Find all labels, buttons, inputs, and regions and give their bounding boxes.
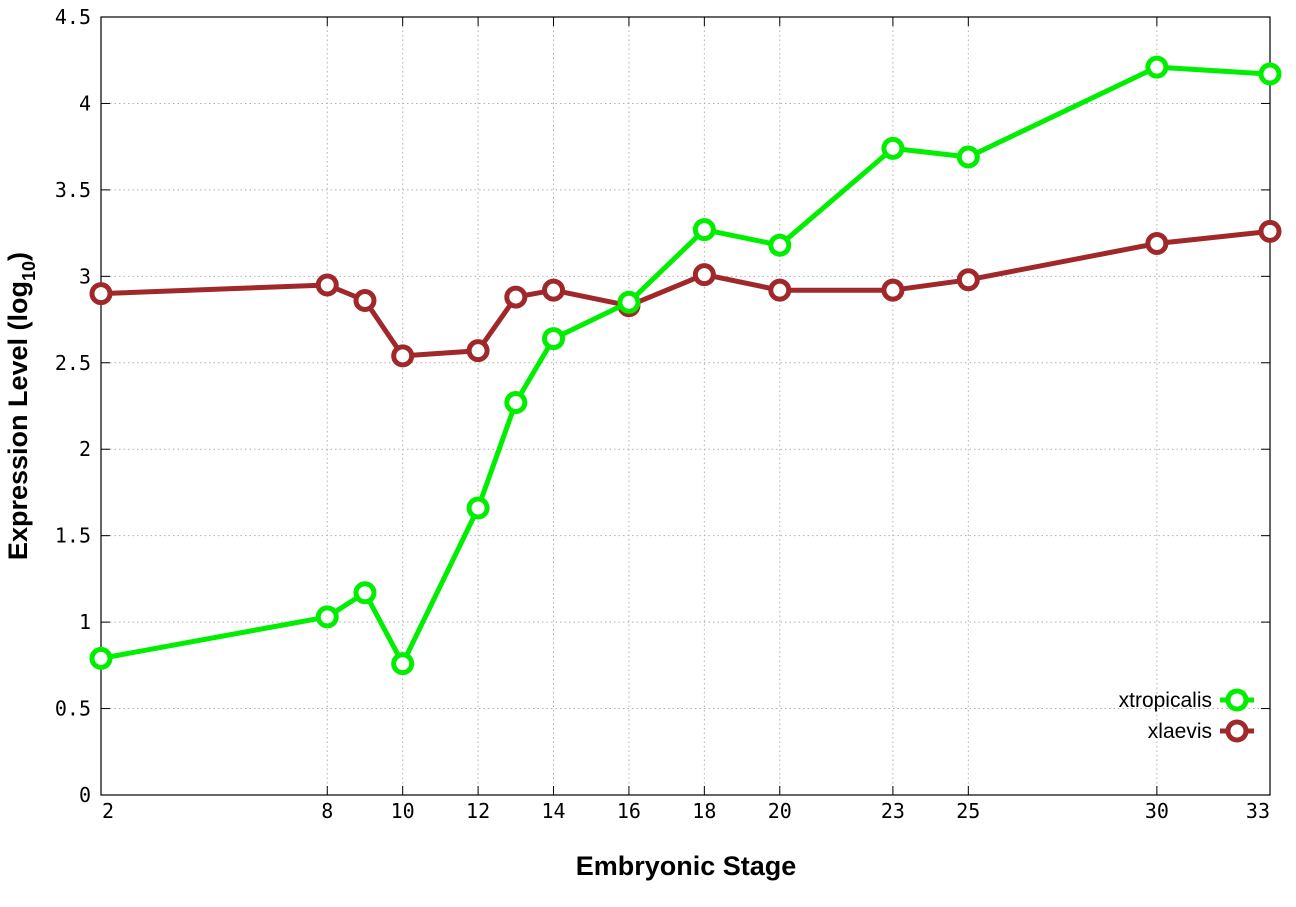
data-point-xtropicalis bbox=[353, 581, 377, 605]
series-xlaevis bbox=[89, 219, 1282, 368]
y-tick-label: 0 bbox=[79, 783, 91, 807]
data-point-xlaevis bbox=[353, 289, 377, 313]
data-point-xlaevis bbox=[542, 278, 566, 302]
series-group bbox=[89, 55, 1282, 676]
x-axis-title: Embryonic Stage bbox=[576, 851, 797, 881]
legend-swatch-xlaevis-marker bbox=[1225, 719, 1249, 743]
data-point-xtropicalis bbox=[542, 327, 566, 351]
data-point-xtropicalis bbox=[617, 290, 641, 314]
y-tick-label: 2 bbox=[79, 437, 91, 461]
y-tick-label: 4 bbox=[79, 91, 91, 115]
data-point-xlaevis bbox=[466, 339, 490, 363]
y-axis-title-close: ) bbox=[3, 252, 33, 261]
data-point-xlaevis bbox=[956, 268, 980, 292]
grid-lines bbox=[101, 17, 1270, 795]
x-tick-label: 18 bbox=[692, 799, 716, 823]
x-tick-label: 14 bbox=[541, 799, 565, 823]
data-point-xtropicalis bbox=[692, 218, 716, 242]
x-tick-label: 23 bbox=[881, 799, 905, 823]
data-point-xlaevis bbox=[1145, 231, 1169, 255]
x-tick-label: 16 bbox=[617, 799, 641, 823]
data-point-xtropicalis bbox=[956, 145, 980, 169]
data-point-xtropicalis bbox=[504, 391, 528, 415]
y-tick-label: 1.5 bbox=[55, 524, 91, 548]
x-tick-label: 8 bbox=[321, 799, 333, 823]
y-tick-label: 0.5 bbox=[55, 697, 91, 721]
data-point-xtropicalis bbox=[881, 136, 905, 160]
series-xtropicalis bbox=[89, 55, 1282, 676]
data-point-xtropicalis bbox=[1145, 55, 1169, 79]
legend-label-xlaevis: xlaevis bbox=[1148, 720, 1212, 743]
data-point-xlaevis bbox=[692, 263, 716, 287]
data-point-xtropicalis bbox=[391, 652, 415, 676]
y-tick-label: 3.5 bbox=[55, 178, 91, 202]
data-point-xlaevis bbox=[1258, 219, 1282, 243]
data-point-xtropicalis bbox=[315, 605, 339, 629]
x-tick-label: 10 bbox=[391, 799, 415, 823]
x-tick-label: 2 bbox=[102, 799, 114, 823]
x-tick-label: 33 bbox=[1246, 799, 1270, 823]
data-point-xlaevis bbox=[391, 344, 415, 368]
legend: xtropicalis xlaevis bbox=[1119, 688, 1254, 743]
data-point-xlaevis bbox=[89, 282, 113, 306]
data-point-xlaevis bbox=[315, 273, 339, 297]
data-point-xtropicalis bbox=[1258, 62, 1282, 86]
series-line-xtropicalis bbox=[100, 64, 1271, 667]
data-point-xlaevis bbox=[881, 278, 905, 302]
y-tick-label: 3 bbox=[79, 264, 91, 288]
legend-swatch-xtropicalis-marker bbox=[1225, 688, 1249, 712]
data-point-xtropicalis bbox=[89, 646, 113, 670]
data-point-xlaevis bbox=[504, 285, 528, 309]
data-point-xlaevis bbox=[768, 278, 792, 302]
y-axis-title-subscript: 10 bbox=[19, 261, 39, 281]
x-tick-label: 25 bbox=[956, 799, 980, 823]
y-tick-label: 4.5 bbox=[55, 5, 91, 29]
axis-ticks: 0 0.5 1 1.5 2 2.5 3 3.5 4 4.5 2 8 10 12 14 16 18 20 23 25 30… bbox=[55, 5, 1271, 823]
y-tick-label: 1 bbox=[79, 610, 91, 634]
x-tick-label: 20 bbox=[768, 799, 792, 823]
x-tick-label: 12 bbox=[466, 799, 490, 823]
y-tick-label: 2.5 bbox=[55, 351, 91, 375]
y-axis-title: Expression Level (log10) bbox=[3, 252, 39, 560]
legend-label-xtropicalis: xtropicalis bbox=[1119, 689, 1212, 712]
plot-frame bbox=[100, 16, 1271, 796]
x-tick-label: 30 bbox=[1145, 799, 1169, 823]
data-point-xtropicalis bbox=[466, 496, 490, 520]
y-axis-title-main: Expression Level (log bbox=[3, 281, 33, 560]
data-point-xtropicalis bbox=[768, 233, 792, 257]
